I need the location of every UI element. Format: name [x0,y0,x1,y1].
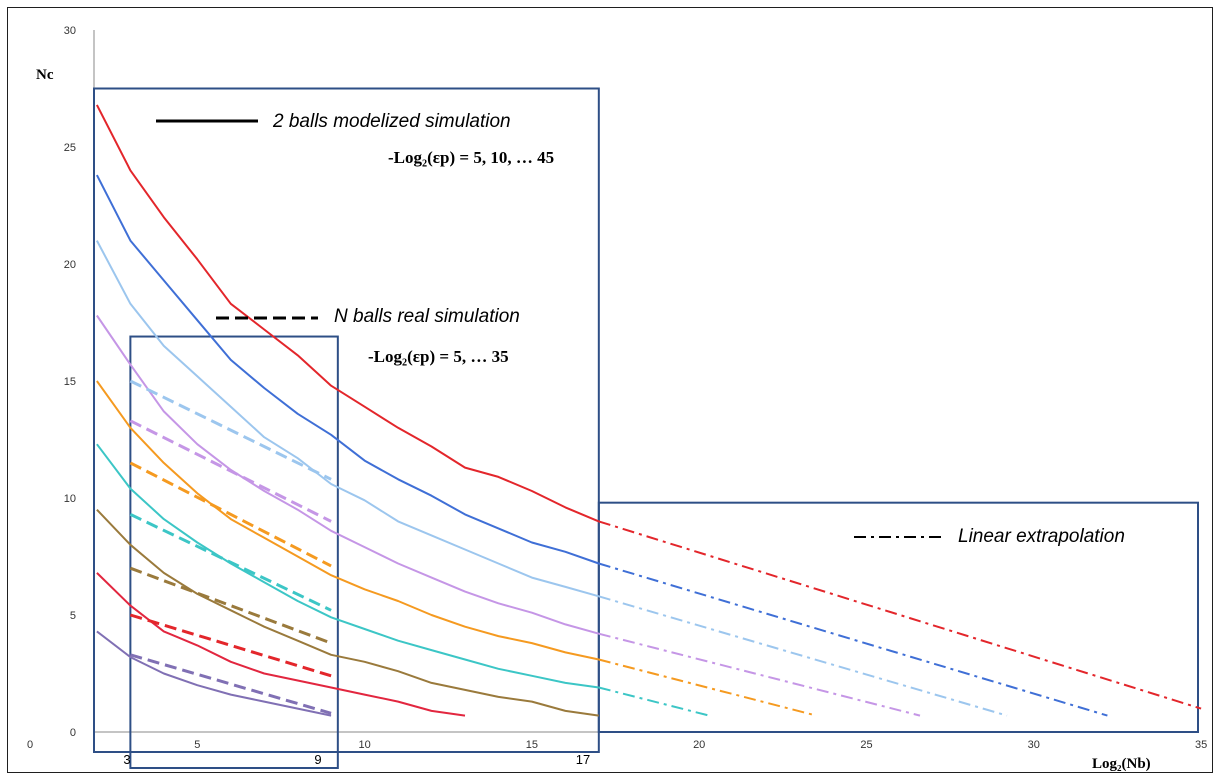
solid-series-crimson [96,572,466,717]
x-tick-label: 20 [693,739,705,751]
extrapolation-series-lightblue [598,595,1008,717]
solid-series-blue [96,174,600,565]
extrapolation-series-red [598,520,1202,710]
solid-series-lilac [96,314,600,635]
solid-series-orange [96,380,600,661]
y-tick-label: 10 [64,493,76,505]
x-tick-label: 5 [194,739,200,751]
legend-solid-label: 2 balls modelized simulation [272,111,511,132]
region-box-real [129,335,339,769]
dashed-series-red [129,613,332,678]
bound-label-end: 17 [576,752,590,767]
dashed-series-teal [129,513,332,612]
chart-frame [7,7,1213,773]
region-box-modelized [93,87,600,753]
y-tick-label: 5 [70,610,76,622]
dashed-series-lightblue [129,379,332,481]
solid-series-purple [96,630,332,717]
extrapolation-series-blue [598,562,1108,717]
bound-label-start: 3 [123,752,130,767]
legend-dashed-label: N balls real simulation [334,306,520,327]
solid-series-lightblue [96,240,600,598]
solid-series-teal [96,443,599,689]
dashed-series-olive [129,566,332,645]
x-tick-label: 25 [860,739,872,751]
x-axis-title: Log₂(Nb) [1092,756,1151,772]
x-tick-label: 15 [526,739,538,751]
x-tick-label: 0 [27,739,33,751]
solid-series-olive [96,509,599,717]
dashed-series-orange [129,461,332,568]
bound-label-mid: 9 [314,752,321,767]
legend-dashed-sub: -Log₂(εp) = 5, … 35 [368,347,509,366]
legend-dashdot-label: Linear extrapolation [958,526,1125,547]
y-axis-title: Nc [36,67,54,83]
extrapolation-series-orange [598,658,817,717]
dashed-series-purple [129,653,332,715]
x-tick-label: 30 [1028,739,1040,751]
region-box-extrapolation [597,501,1199,733]
dashed-series-lilac [129,419,332,523]
y-tick-label: 15 [64,376,76,388]
x-tick-label: 35 [1195,739,1207,751]
y-tick-label: 0 [70,727,76,739]
legend-solid-sub: -Log₂(εp) = 5, 10, … 45 [388,148,554,167]
solid-series-red [96,104,600,523]
x-tick-label: 10 [358,739,370,751]
y-tick-label: 20 [64,259,76,271]
y-tick-label: 25 [64,142,76,154]
extrapolation-series-lilac [598,632,921,717]
extrapolation-series-teal [598,686,710,717]
y-tick-label: 30 [64,25,76,37]
